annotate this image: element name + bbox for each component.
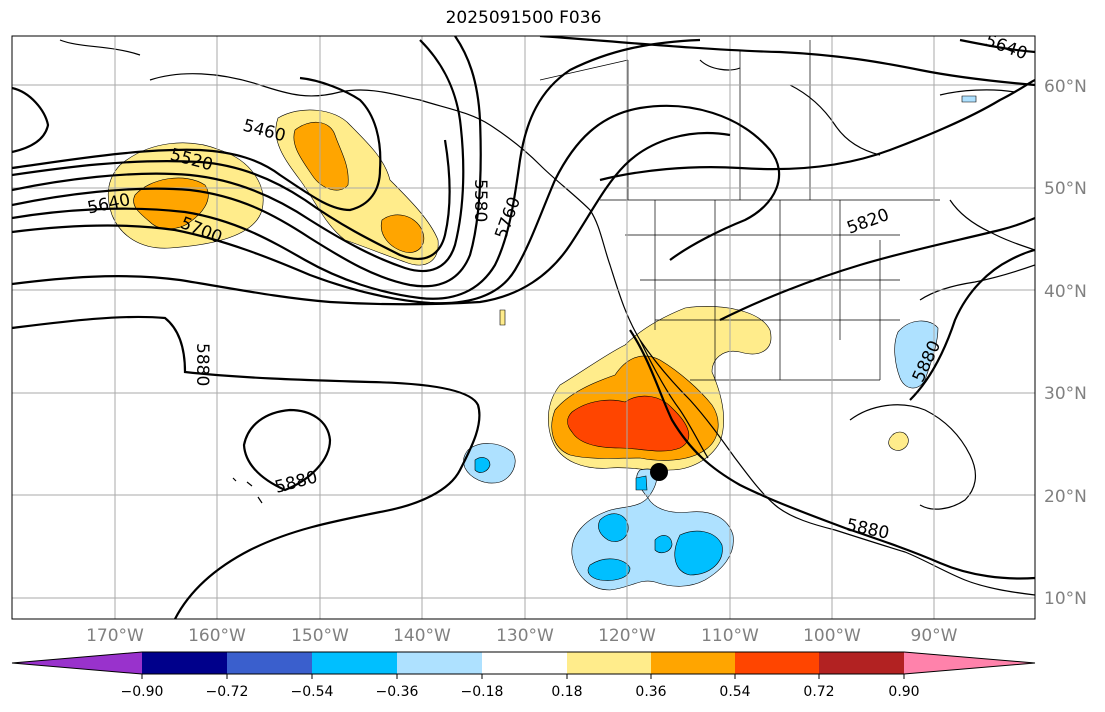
lon-label: 140°W <box>393 626 451 646</box>
colorbar-segment <box>904 652 1035 674</box>
colorbar-segment <box>735 652 819 674</box>
lon-label: 170°W <box>86 626 144 646</box>
colorbar-segment <box>312 652 397 674</box>
lat-label: 60°N <box>1044 77 1087 97</box>
colorbar-segment <box>12 652 142 674</box>
anomaly-neg-south-core5 <box>635 475 648 491</box>
anomaly-neg-south-core2 <box>587 558 631 581</box>
lat-label: 20°N <box>1044 487 1087 507</box>
contour-label: 5880 <box>192 343 212 386</box>
anomaly-neg-south-core3 <box>674 530 723 576</box>
anomaly-neg-hudson <box>961 95 977 103</box>
lon-label: 150°W <box>291 626 349 646</box>
location-marker <box>650 463 668 481</box>
lon-label: 120°W <box>598 626 656 646</box>
colorbar-tick-label: 0.18 <box>551 684 583 700</box>
anomaly-neg-gulf <box>894 320 939 389</box>
lat-label: 50°N <box>1044 179 1087 199</box>
colorbar-segment <box>567 652 651 674</box>
colorbar-segment <box>397 652 482 674</box>
lon-label: 90°W <box>910 626 958 646</box>
anomaly-pos-spot1 <box>499 309 506 326</box>
colorbar <box>11 651 1036 679</box>
map-frame <box>11 35 1036 620</box>
anomaly-pos-gulf-core2 <box>380 214 425 253</box>
colorbar-segment <box>819 652 904 674</box>
colorbar-segment <box>142 652 227 674</box>
anomaly-pos-spot2 <box>888 431 909 451</box>
colorbar-tick-label: 0.90 <box>888 684 920 700</box>
anomaly-neg-south-core4 <box>654 535 673 554</box>
lon-label: 160°W <box>188 626 246 646</box>
colorbar-tick-label: −0.72 <box>205 684 249 700</box>
colorbar-tick-label: −0.36 <box>375 684 419 700</box>
anomaly-pos-gulf-core <box>293 122 349 191</box>
colorbar-tick-label: 0.36 <box>635 684 667 700</box>
lat-label: 10°N <box>1044 589 1087 609</box>
anomaly-neg-pac-core <box>474 457 491 473</box>
lon-label: 130°W <box>496 626 554 646</box>
colorbar-segment <box>482 652 567 674</box>
colorbar-tick-label: −0.54 <box>290 684 334 700</box>
colorbar-tick-label: 0.72 <box>803 684 835 700</box>
colorbar-segment <box>651 652 735 674</box>
lon-label: 100°W <box>803 626 861 646</box>
height-contours <box>12 36 1035 619</box>
lat-label: 40°N <box>1044 282 1087 302</box>
colorbar-tick-label: 0.54 <box>719 684 751 700</box>
colorbar-tick-label: −0.90 <box>120 684 164 700</box>
anomaly-pos-baja-core <box>567 395 690 452</box>
lat-label: 30°N <box>1044 384 1087 404</box>
contour-label: 5580 <box>470 179 490 222</box>
map-title: 2025091500 F036 <box>445 8 602 28</box>
colorbar-segment <box>227 652 312 674</box>
colorbar-tick-label: −0.18 <box>460 684 504 700</box>
anomaly-neg-south-core1 <box>598 513 629 542</box>
lon-label: 110°W <box>701 626 759 646</box>
